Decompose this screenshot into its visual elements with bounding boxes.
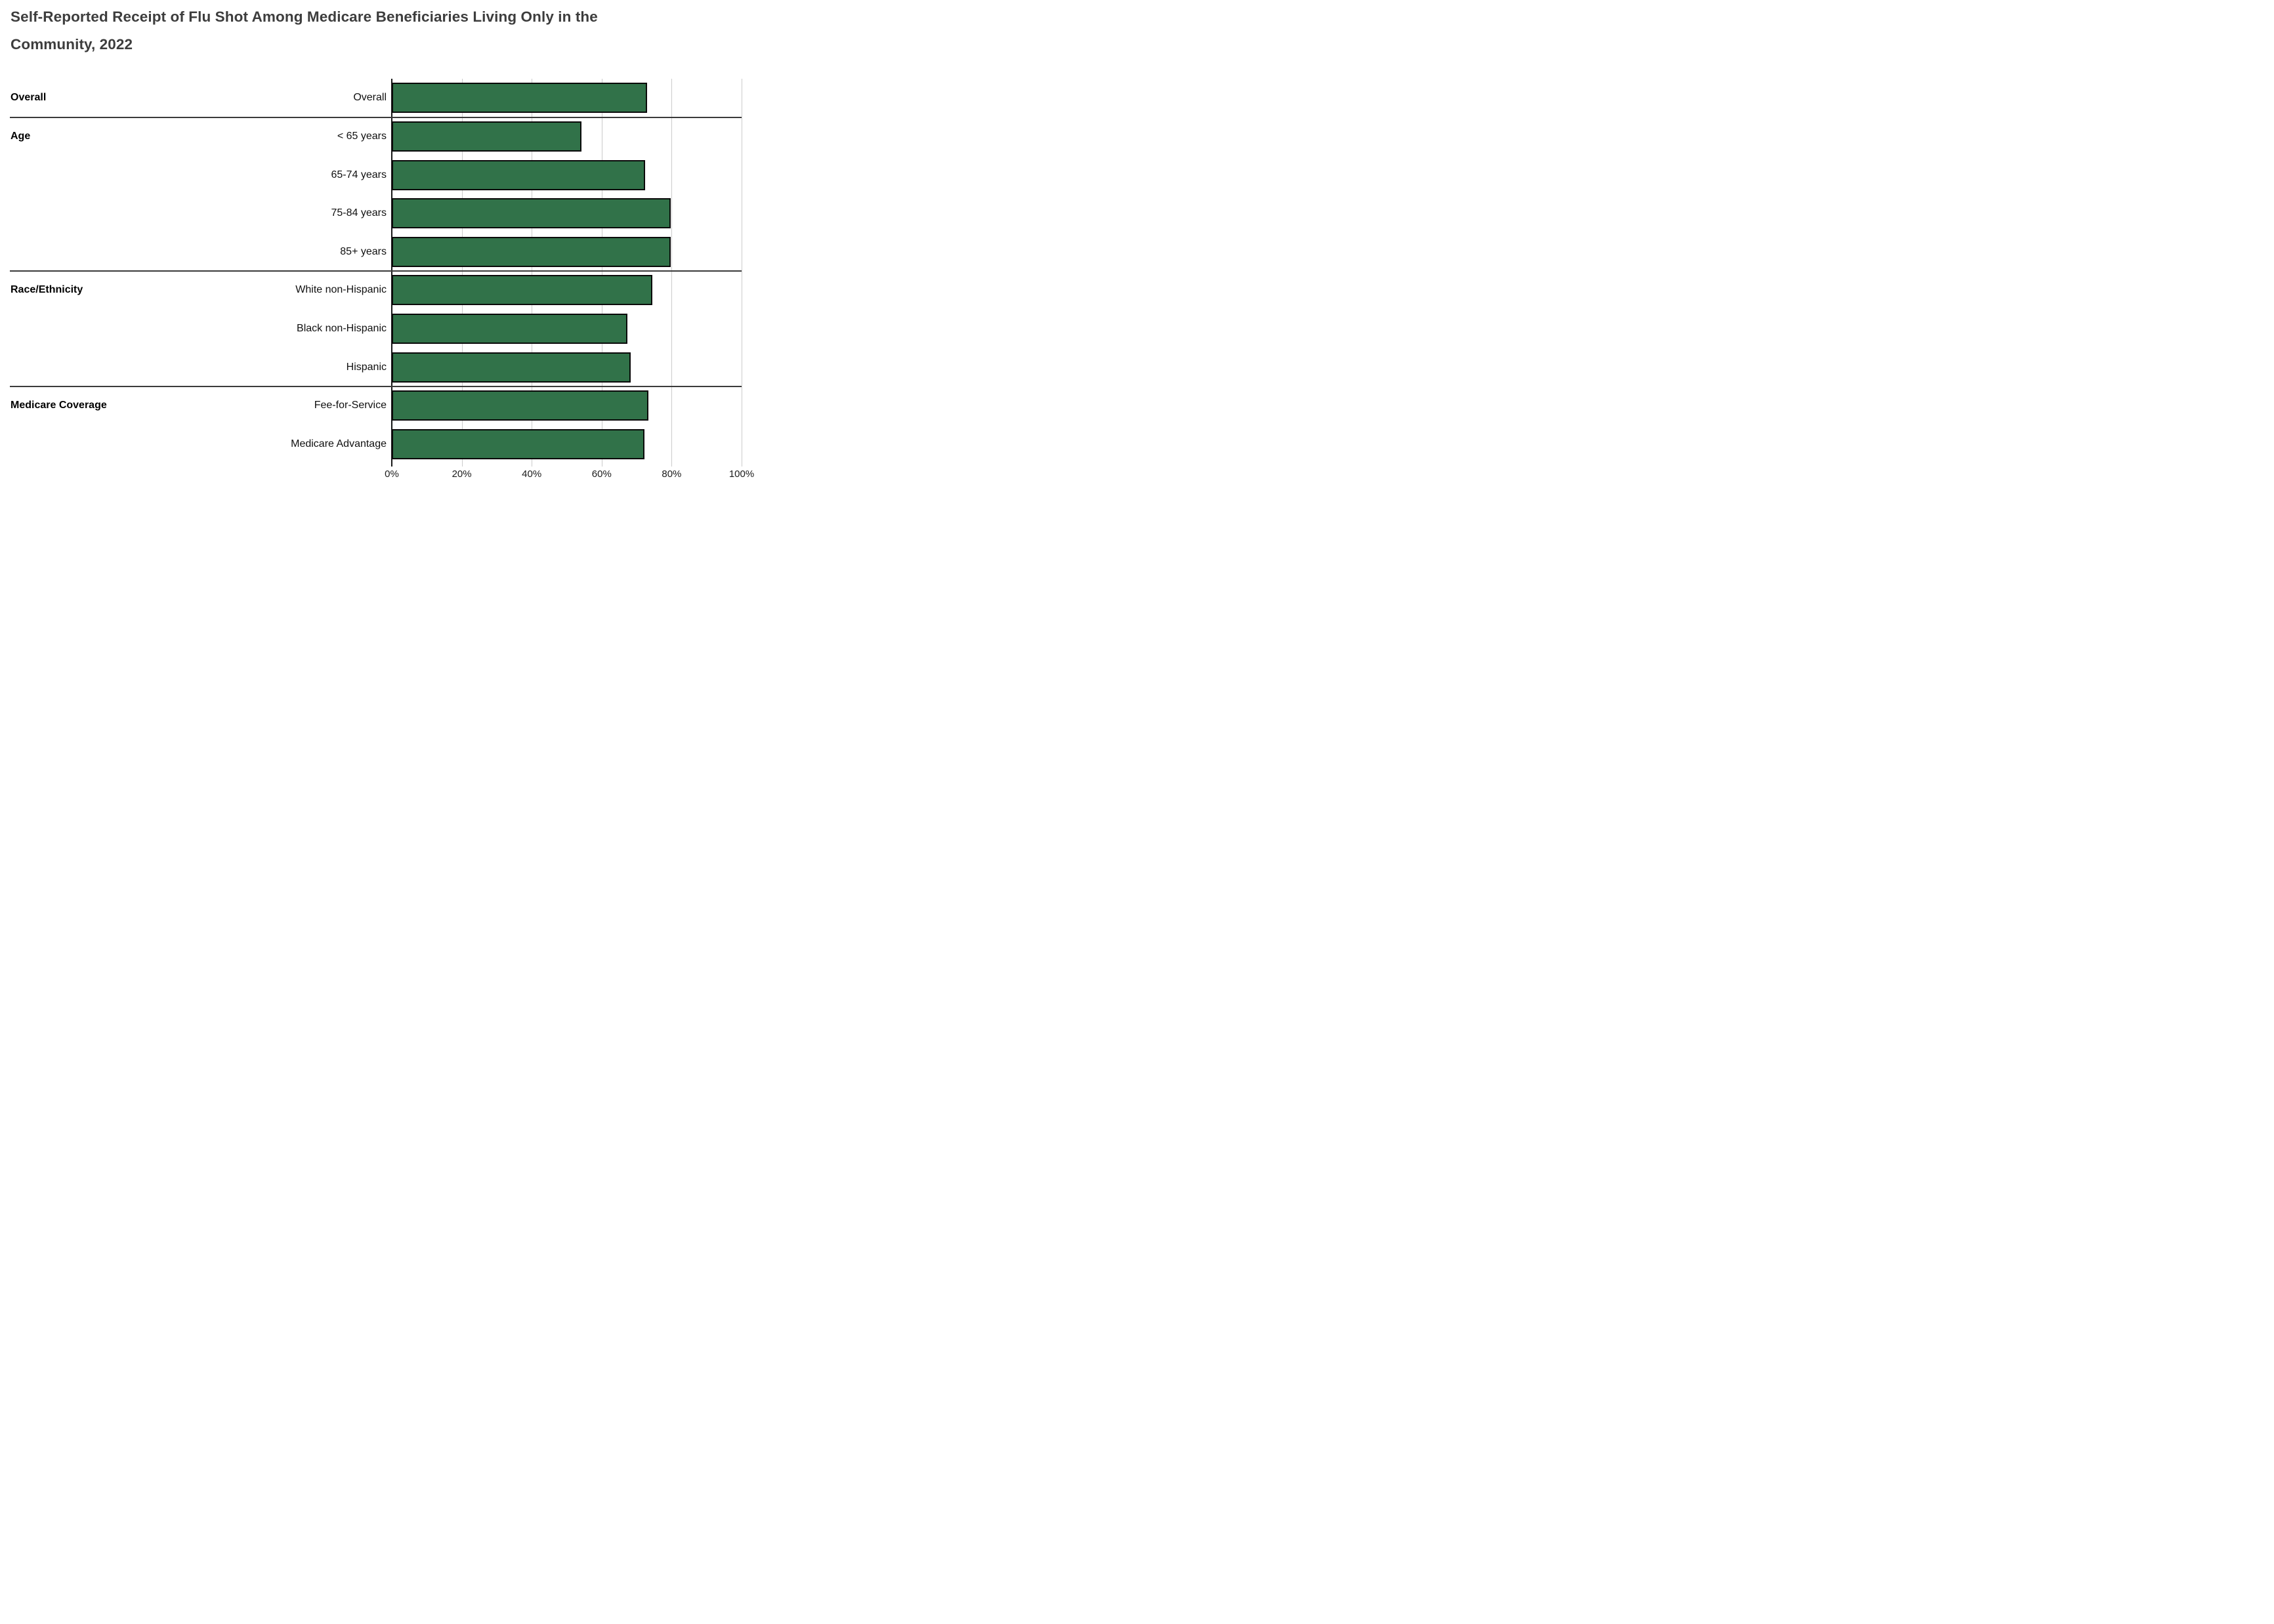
section-label-age: Age: [11, 130, 31, 142]
x-tick-label-100: 100%: [728, 468, 755, 480]
bar-fee-for-service: [392, 390, 649, 421]
category-label-black-non-hispanic: Black non-Hispanic: [297, 322, 387, 334]
section-separator-after-age: [10, 270, 742, 272]
x-tick-label-40: 40%: [522, 468, 542, 480]
bar-65-74-years: [392, 159, 645, 190]
x-tick-label-80: 80%: [662, 468, 682, 480]
chart-title: Self-Reported Receipt of Flu Shot Among …: [11, 3, 719, 58]
chart-title-line-2: Community, 2022: [11, 36, 133, 52]
bar-hispanic: [392, 352, 631, 383]
bar-overall: [392, 83, 648, 114]
gridline-80: [671, 79, 673, 467]
section-separator-after-race-ethnicity: [10, 385, 742, 387]
gridline-20: [461, 79, 463, 467]
x-tick-label-60: 60%: [591, 468, 612, 480]
x-axis-zero-line: [391, 79, 392, 467]
flu-shot-bar-chart: Self-Reported Receipt of Flu Shot Among …: [0, 0, 758, 541]
category-label-medicare-advantage: Medicare Advantage: [291, 438, 387, 449]
section-label-overall: Overall: [11, 92, 47, 104]
bar-85-years: [392, 236, 671, 267]
category-label-overall: Overall: [353, 92, 387, 104]
category-label-fee-for-service: Fee-for-Service: [314, 400, 387, 411]
category-label-65-74-years: 65-74 years: [331, 169, 387, 180]
category-label-white-non-hispanic: White non-Hispanic: [295, 284, 387, 296]
category-label-hispanic: Hispanic: [346, 361, 387, 373]
bar-medicare-advantage: [392, 428, 645, 459]
bar-white-non-hispanic: [392, 275, 652, 306]
bar-75-84-years: [392, 198, 671, 229]
x-tick-label-0: 0%: [385, 468, 399, 480]
bar-65-years: [392, 121, 581, 152]
section-label-medicare-coverage: Medicare Coverage: [11, 400, 107, 411]
category-label-75-84-years: 75-84 years: [331, 207, 387, 219]
category-label-85-years: 85+ years: [340, 245, 387, 257]
bar-black-non-hispanic: [392, 313, 627, 344]
section-label-race-ethnicity: Race/Ethnicity: [11, 284, 83, 296]
x-tick-label-20: 20%: [452, 468, 472, 480]
chart-title-line-1: Self-Reported Receipt of Flu Shot Among …: [11, 9, 598, 25]
section-separator-after-overall: [10, 116, 742, 118]
category-label-65-years: < 65 years: [337, 130, 387, 142]
